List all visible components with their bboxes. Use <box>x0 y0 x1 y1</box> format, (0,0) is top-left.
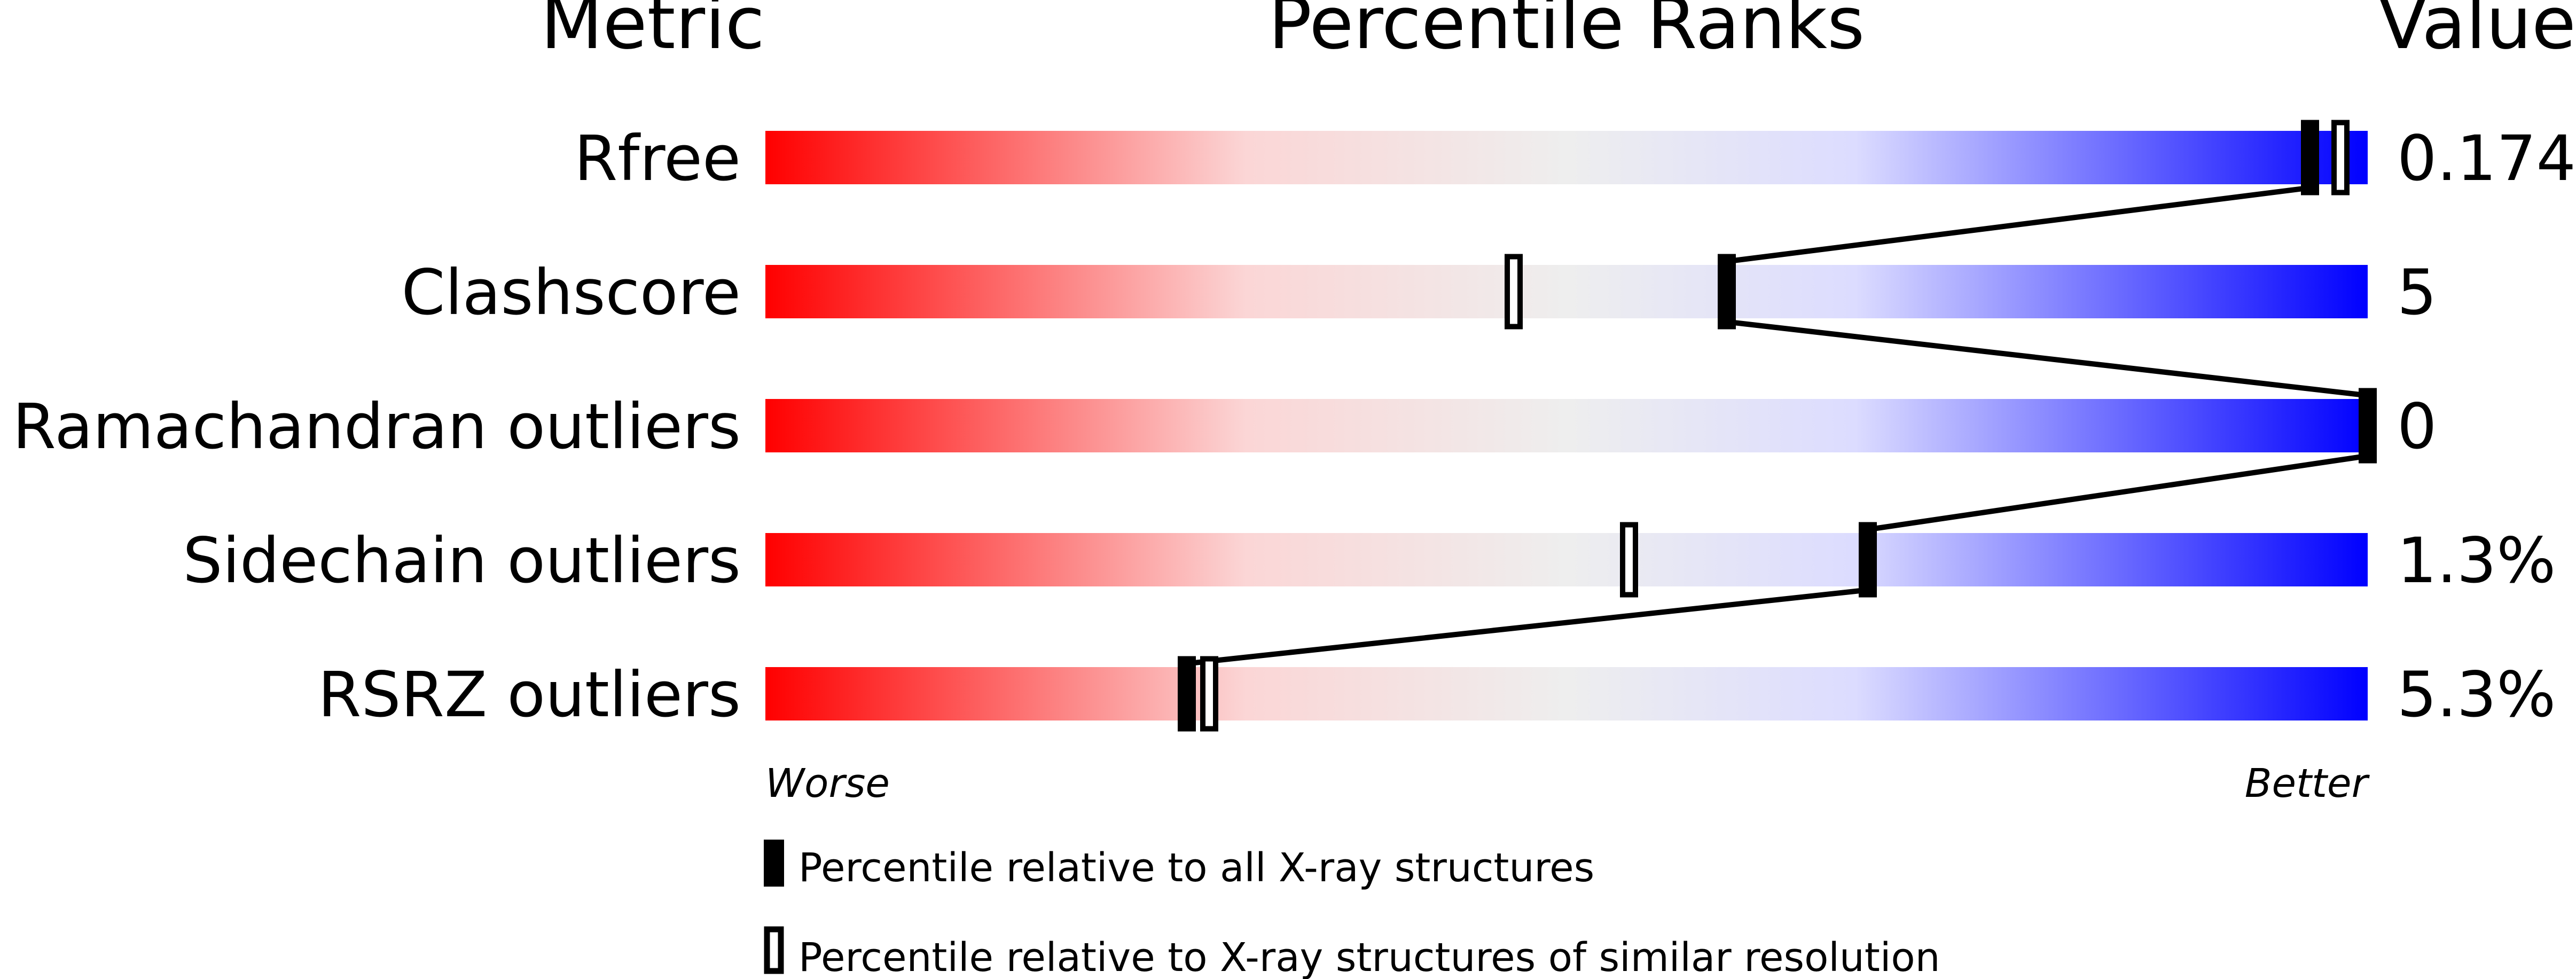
percentile-bar <box>765 265 2368 318</box>
metric-label: Clashscore <box>402 256 741 329</box>
percentile-bar <box>765 399 2368 452</box>
connector-line <box>1867 453 2368 532</box>
marker-all-structures <box>1718 254 1736 330</box>
axis-worse-label: Worse <box>765 761 890 806</box>
metric-value: 0.174 <box>2397 122 2576 195</box>
axis-better-label: Better <box>2245 761 2370 806</box>
legend-filled-label: Percentile relative to all X-ray structu… <box>798 845 1594 891</box>
metric-value: 5 <box>2397 256 2437 329</box>
metric-label: RSRZ outliers <box>318 658 741 731</box>
legend-open-label: Percentile relative to X-ray structures … <box>798 935 1940 979</box>
metric-label: Sidechain outliers <box>183 524 741 597</box>
connector-line <box>1186 587 1868 667</box>
marker-similar-resolution <box>1200 656 1218 732</box>
legend-open-marker-icon <box>764 926 784 974</box>
metric-label: Ramachandran outliers <box>13 390 741 463</box>
metric-value: 0 <box>2397 390 2437 463</box>
marker-all-structures <box>2359 388 2377 464</box>
header-value: Value <box>2378 0 2576 65</box>
percentile-bar <box>765 533 2368 586</box>
header-metric: Metric <box>541 0 765 65</box>
marker-all-structures <box>1859 522 1877 598</box>
metric-value: 1.3% <box>2397 524 2556 597</box>
metric-value: 5.3% <box>2397 658 2556 731</box>
connector-line <box>1726 319 2368 398</box>
header-percentile-ranks: Percentile Ranks <box>1269 0 1865 65</box>
marker-similar-resolution <box>1505 254 1523 330</box>
marker-all-structures <box>2301 120 2319 195</box>
marker-all-structures <box>1178 656 1196 732</box>
percentile-bar <box>765 131 2368 184</box>
legend-filled-marker-icon <box>764 840 784 887</box>
metric-label: Rfree <box>574 122 741 195</box>
percentile-bar <box>765 667 2368 720</box>
connector-line <box>1726 185 2311 264</box>
marker-similar-resolution <box>1620 522 1638 598</box>
marker-similar-resolution <box>2331 120 2350 195</box>
